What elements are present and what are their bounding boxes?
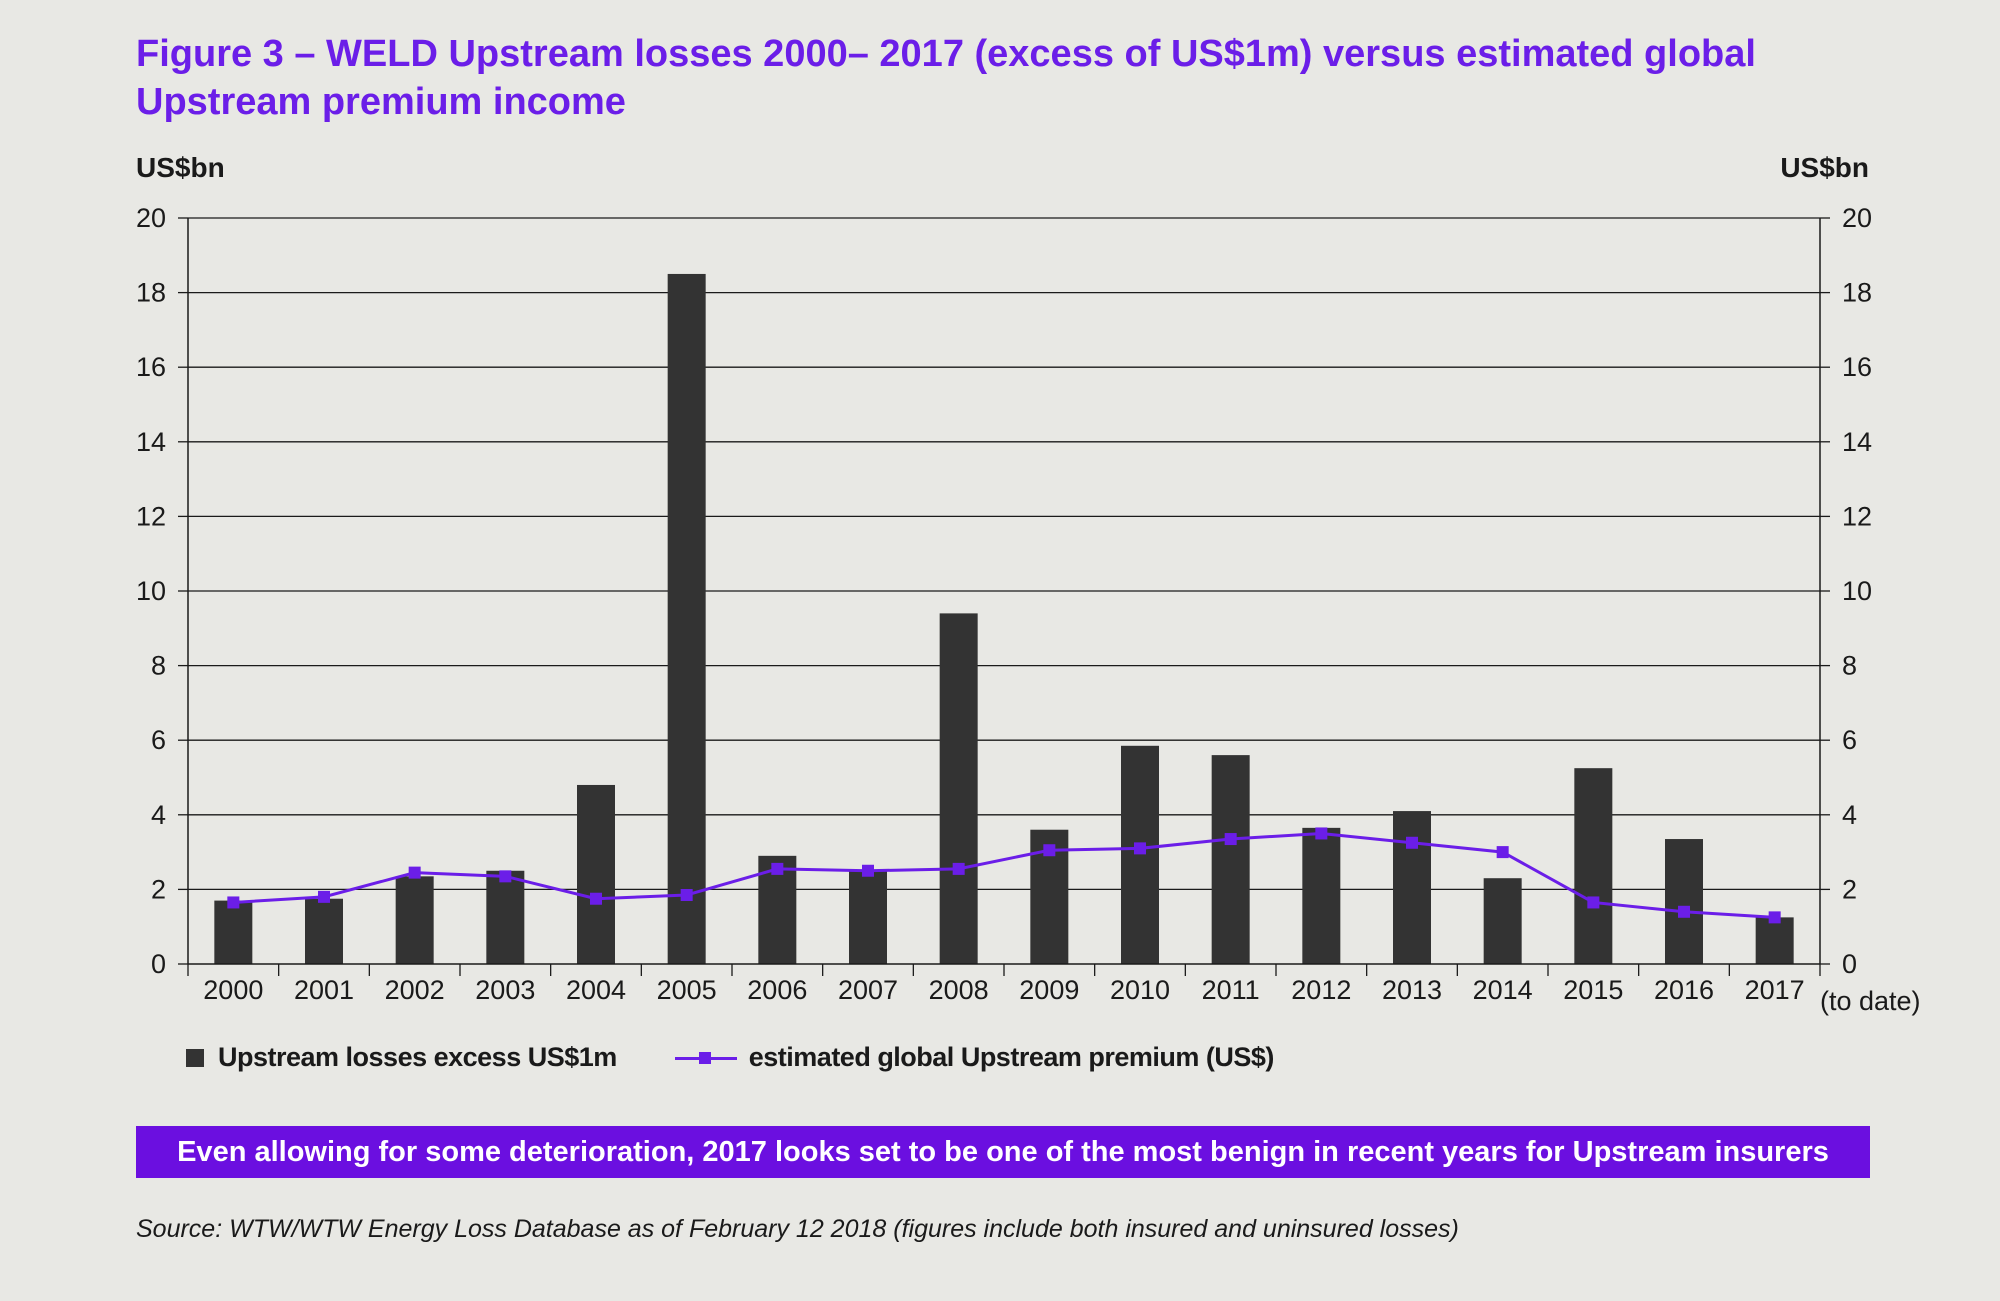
bar [849, 870, 887, 964]
bar [1211, 755, 1250, 964]
line-marker [862, 864, 874, 877]
source-note: Source: WTW/WTW Energy Loss Database as … [136, 1215, 1459, 1243]
y-tick-label-right: 18 [1842, 278, 1872, 308]
x-tick-label: 2016 [1654, 975, 1714, 1005]
bar [214, 900, 253, 964]
y-tick-label-right: 2 [1842, 874, 1857, 904]
bar [305, 898, 343, 964]
x-tick-label: 2009 [1019, 975, 1079, 1005]
x-tick-label: 2008 [929, 975, 989, 1005]
y-tick-label-left: 12 [136, 501, 166, 531]
bar [1121, 745, 1159, 964]
premium-line [233, 831, 1775, 919]
y-tick-label-left: 4 [151, 800, 166, 830]
line-marker [1406, 836, 1418, 849]
line-marker [1134, 842, 1146, 855]
x-tick-label: 2002 [385, 975, 445, 1005]
y-tick-label-right: 12 [1842, 501, 1872, 531]
x-tick-label: 2012 [1291, 975, 1351, 1005]
y-tick-label-left: 2 [151, 874, 166, 904]
y-tick-label-left: 0 [151, 949, 166, 979]
x-tick-label: 2006 [747, 975, 807, 1005]
legend-item-losses: Upstream losses excess US$1m [186, 1042, 617, 1073]
x-tick-label: 2013 [1382, 975, 1442, 1005]
line-marker [771, 862, 784, 875]
y-tick-label-right: 4 [1842, 800, 1857, 830]
bar [1755, 917, 1794, 964]
line-marker [1678, 905, 1690, 918]
y-tick-label-right: 20 [1842, 203, 1872, 233]
bar [486, 870, 525, 964]
y-tick-label-left: 6 [151, 725, 166, 755]
gridlines [188, 217, 1820, 891]
legend-label-losses: Upstream losses excess US$1m [218, 1042, 617, 1072]
bar [1574, 768, 1613, 964]
bar [1483, 878, 1522, 964]
y-tick-label-left: 16 [136, 352, 166, 382]
chart-title: Figure 3 – WELD Upstream losses 2000– 20… [136, 33, 1756, 123]
y-tick-label-right: 6 [1842, 725, 1857, 755]
y-axis-unit-left: US$bn [136, 152, 225, 183]
bar [939, 613, 978, 964]
x-tick-label: 2001 [294, 975, 354, 1005]
y-tick-label-right: 8 [1842, 651, 1857, 681]
chart-legend: Upstream losses excess US$1m estimated g… [186, 1042, 1274, 1073]
x-tick-label: 2010 [1110, 975, 1170, 1005]
bar [667, 273, 706, 964]
bar [1302, 827, 1341, 964]
bar-series [214, 273, 1794, 964]
axes [178, 217, 1830, 976]
line-marker [318, 890, 330, 903]
line-marker [1496, 846, 1509, 859]
line-marker [590, 892, 602, 905]
y-tick-label-right: 16 [1842, 352, 1872, 382]
y-tick-label-right: 0 [1842, 949, 1857, 979]
line-marker [1587, 896, 1600, 909]
line-marker [1768, 911, 1781, 924]
line-marker [952, 862, 965, 875]
x-tick-label: 2000 [203, 975, 263, 1005]
y-tick-label-left: 14 [136, 427, 166, 457]
highlight-banner: Even allowing for some deterioration, 20… [136, 1126, 1870, 1178]
legend-label-premium: estimated global Upstream premium (US$) [748, 1042, 1275, 1072]
legend-swatch-line [674, 1047, 737, 1069]
legend-item-premium: estimated global Upstream premium (US$) [674, 1042, 1275, 1073]
x-tick-label: 2015 [1563, 975, 1623, 1005]
line-marker [408, 866, 421, 879]
bar [1665, 839, 1703, 964]
bar [577, 784, 615, 964]
line-marker [227, 896, 240, 909]
x-tick-label: 2011 [1202, 975, 1260, 1005]
y-tick-label-left: 8 [151, 651, 166, 681]
line-marker [1315, 827, 1328, 840]
legend-swatch-bar [186, 1048, 204, 1067]
x-axis-note: (to date) [1820, 986, 1921, 1016]
line-marker [680, 888, 693, 901]
x-tick-label: 2005 [657, 975, 717, 1005]
bar [395, 876, 434, 964]
bar [1393, 811, 1431, 964]
y-axis-unit-right: US$bn [1780, 152, 1869, 183]
y-tick-label-right: 14 [1842, 427, 1872, 457]
x-tick-label: 2007 [838, 975, 898, 1005]
tick-labels: 0 0 2 2 4 4 6 6 8 8 10 10 12 12 14 14 16 16 18 18 20 20 2000 20… [136, 203, 1872, 1005]
y-tick-label-left: 18 [136, 278, 166, 308]
line-marker [499, 870, 512, 883]
y-tick-label-left: 20 [136, 203, 166, 233]
x-tick-label: 2017 [1745, 975, 1805, 1005]
x-tick-label: 2014 [1473, 975, 1533, 1005]
x-tick-label: 2004 [566, 975, 626, 1005]
y-tick-label-right: 10 [1842, 576, 1872, 606]
x-tick-label: 2003 [475, 975, 535, 1005]
line-marker [1043, 844, 1056, 857]
line-marker [1224, 833, 1237, 846]
line-series [227, 827, 1781, 924]
y-tick-label-left: 10 [136, 576, 166, 606]
